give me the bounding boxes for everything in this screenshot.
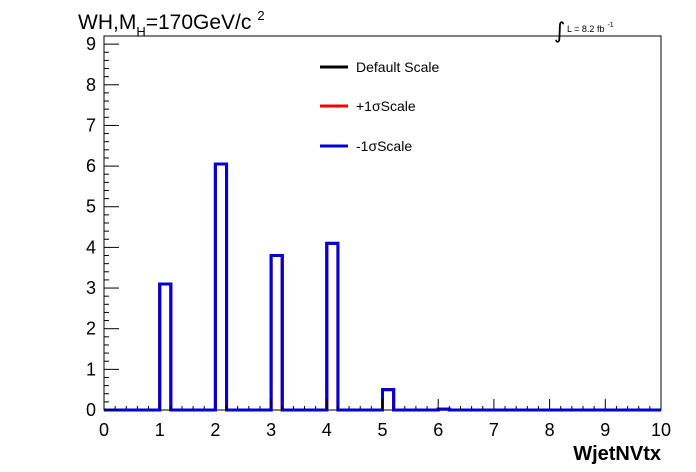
title-subscript: H: [136, 24, 145, 39]
y-tick-label: 3: [86, 278, 96, 298]
legend-label-plus1sigma: +1σScale: [356, 98, 416, 114]
x-axis-ticks: 0 1 2 3 4 5 6 7 8 9 10: [99, 399, 671, 440]
y-tick-label: 8: [86, 75, 96, 95]
x-axis-label: WjetNVtx: [573, 443, 661, 465]
chart-title: WH,MH=170GeV/c 2: [78, 8, 265, 39]
x-tick-label: 7: [489, 420, 499, 440]
x-tick-label: 8: [545, 420, 555, 440]
y-tick-label: 2: [86, 319, 96, 339]
x-tick-label: 10: [651, 420, 671, 440]
histogram-series: [104, 162, 661, 412]
y-tick-label: 5: [86, 197, 96, 217]
legend-label-minus1sigma: -1σScale: [356, 138, 412, 154]
y-tick-label: 7: [86, 115, 96, 135]
x-tick-label: 4: [322, 420, 332, 440]
x-tick-label: 9: [600, 420, 610, 440]
series-line-0: [104, 162, 661, 412]
x-tick-label: 3: [266, 420, 276, 440]
lumi-label: L = 8.2 fb -1: [567, 22, 614, 34]
series-line-1: [104, 162, 661, 412]
x-tick-label: 5: [377, 420, 387, 440]
title-superscript: 2: [257, 8, 264, 23]
title-suffix: =170GeV/c: [146, 11, 252, 34]
plot-frame: [103, 35, 662, 411]
series-line-2: [104, 162, 661, 412]
y-tick-label: 1: [86, 359, 96, 379]
y-tick-label: 4: [86, 237, 96, 257]
y-tick-label: 0: [86, 400, 96, 420]
y-axis-ticks: 0 1 2 3 4 5 6 7 8 9: [86, 34, 119, 420]
legend: Default Scale +1σScale -1σScale: [320, 59, 439, 154]
lumi-superscript: -1: [607, 22, 613, 29]
y-tick-label: 9: [86, 34, 96, 54]
lumi-integral-symbol: ∫: [554, 19, 565, 44]
x-tick-label: 1: [155, 420, 165, 440]
x-tick-label: 6: [433, 420, 443, 440]
x-tick-label: 0: [99, 420, 109, 440]
x-tick-label: 2: [210, 420, 220, 440]
legend-label-default: Default Scale: [356, 59, 439, 75]
y-tick-label: 6: [86, 156, 96, 176]
